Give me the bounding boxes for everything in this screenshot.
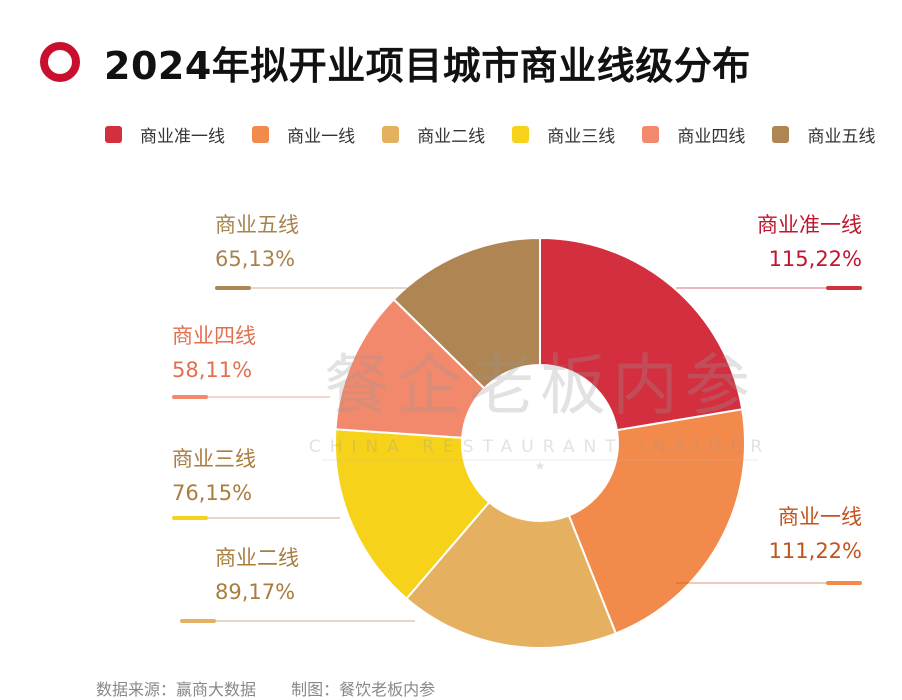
legend-item: 商业五线: [772, 122, 875, 147]
callout-cap: [215, 286, 251, 290]
donut-slice: [392, 236, 541, 390]
legend-label: 商业二线: [417, 127, 486, 147]
legend-swatch: [772, 126, 790, 143]
legend-item: 商业一线: [252, 122, 355, 147]
callout-cap: [172, 395, 208, 399]
callout-name: 商业准一线: [757, 213, 862, 237]
legend-swatch: [105, 126, 122, 143]
callout-name: 商业四线: [172, 324, 256, 348]
callout-name: 商业五线: [215, 213, 299, 237]
legend-swatch: [252, 126, 270, 143]
callout-cap: [826, 286, 862, 290]
legend-swatch: [382, 126, 400, 143]
callout-value: 58,11%: [172, 358, 252, 382]
legend-item: 商业三线: [512, 122, 615, 147]
data-source: 数据来源：赢商大数据: [96, 680, 257, 699]
legend-label: 商业五线: [807, 127, 876, 147]
callout-name: 商业一线: [778, 505, 862, 529]
legend: 商业准一线 商业一线 商业二线 商业三线 商业四线 商业五线: [105, 122, 902, 148]
legend-swatch: [642, 126, 660, 143]
watermark-star-icon: ★: [535, 459, 546, 473]
legend-label: 商业准一线: [140, 127, 225, 147]
chart-title: 2024年拟开业项目城市商业线级分布: [104, 43, 751, 88]
watermark-text: 餐企老板内参: [324, 347, 756, 424]
chart-credit: 制图：餐饮老板内参: [291, 680, 436, 699]
donut-slice: [567, 408, 746, 635]
callout-cap: [826, 581, 862, 585]
legend-item: 商业四线: [642, 122, 745, 147]
legend-swatch: [512, 126, 530, 143]
donut-slice: [334, 297, 486, 439]
callouts: 商业准一线 115,22% 商业一线 111,22% 商业二线 89,17% 商…: [172, 213, 862, 623]
donut-hole: [463, 366, 617, 520]
donut-slices: [334, 236, 746, 649]
legend-item: 商业准一线: [105, 122, 225, 147]
watermark: 餐企老板内参 CHINA RESTAURANT INSIDER ★: [309, 347, 771, 473]
watermark-subtext: CHINA RESTAURANT INSIDER: [309, 437, 771, 457]
callout-name: 商业二线: [215, 546, 299, 570]
legend-item: 商业二线: [382, 122, 485, 147]
legend-label: 商业一线: [287, 127, 356, 147]
callout-value: 89,17%: [215, 580, 295, 604]
footer: 数据来源：赢商大数据 制图：餐饮老板内参: [96, 676, 465, 700]
chart-header: 2024年拟开业项目城市商业线级分布: [40, 34, 751, 90]
title-ring-icon: [40, 42, 80, 82]
callout-value: 76,15%: [172, 481, 252, 505]
callout-cap: [180, 619, 216, 623]
donut-slice: [539, 236, 744, 432]
callout-cap: [172, 516, 208, 520]
donut-slice: [334, 428, 491, 601]
legend-label: 商业四线: [677, 127, 746, 147]
callout-name: 商业三线: [172, 447, 256, 471]
callout-value: 65,13%: [215, 247, 295, 271]
legend-label: 商业三线: [547, 127, 616, 147]
callout-value: 115,22%: [769, 247, 862, 271]
callout-value: 111,22%: [769, 539, 862, 563]
